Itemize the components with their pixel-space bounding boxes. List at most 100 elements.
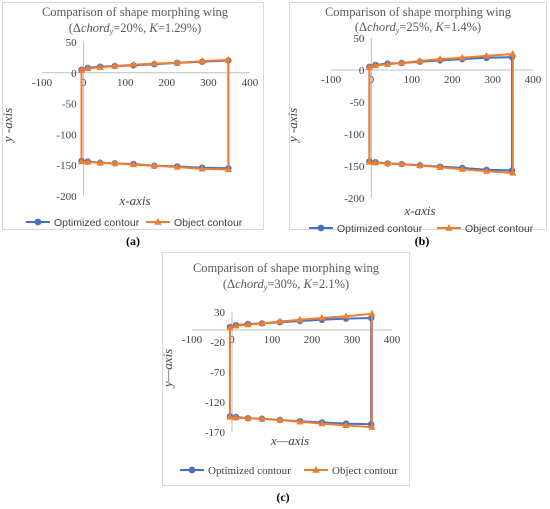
data-point-object — [96, 158, 104, 166]
data-point-object — [226, 413, 234, 420]
legend-label-optimized: Optimized contour — [54, 217, 140, 229]
data-point-object — [318, 314, 326, 321]
x-tick-label: 400 — [242, 77, 259, 89]
y-tick-label: 50 — [353, 33, 365, 45]
data-point-object — [318, 419, 326, 427]
data-point-object — [77, 66, 86, 73]
data-point-object — [436, 55, 444, 62]
legend-label-optimized: Optimized contour — [337, 223, 423, 235]
x-axis-title: x-axis — [403, 203, 435, 218]
legend-marker-optimized — [188, 466, 196, 474]
x-tick-label: 0 — [369, 74, 375, 86]
x-tick-label: 100 — [264, 334, 281, 346]
data-point-object — [398, 160, 406, 167]
legend-marker-object — [154, 218, 162, 225]
legend-label-object: Object contour — [174, 217, 243, 229]
data-point-object — [129, 160, 138, 168]
data-point-object — [296, 315, 304, 323]
x-tick-label: 400 — [525, 74, 542, 86]
data-point-object — [509, 50, 517, 57]
chart-panel-c: Comparison of shape morphing wing (Δchord… — [160, 250, 420, 509]
data-point-object — [84, 64, 92, 72]
data-point-object — [150, 59, 158, 67]
data-point-object — [371, 61, 380, 69]
chart-caption-a: (a) — [126, 234, 140, 248]
y-tick-label: -100 — [56, 129, 77, 141]
data-point-object — [276, 317, 284, 325]
x-tick-label: -100 — [182, 334, 203, 346]
x-tick-label: -100 — [32, 77, 53, 89]
y-tick-label: -50 — [350, 97, 365, 109]
y-tick-label: -200 — [56, 191, 77, 203]
y-tick-label: -20 — [210, 337, 225, 349]
x-tick-label: 200 — [304, 334, 321, 346]
data-point-object — [482, 167, 491, 174]
chart-title: Comparison of shape morphing wing — [325, 5, 512, 19]
data-point-object — [198, 57, 206, 64]
data-point-object — [365, 63, 373, 71]
data-point-object — [371, 158, 380, 166]
data-point-object — [111, 159, 119, 166]
data-point-object — [458, 53, 466, 61]
x-tick-label: 400 — [384, 334, 401, 346]
y-tick-label: 0 — [359, 65, 365, 77]
y-tick-label: -150 — [344, 161, 365, 173]
x-tick-label: 200 — [159, 77, 176, 89]
data-point-object — [129, 60, 138, 68]
y-tick-label: -170 — [205, 427, 226, 439]
data-point-object — [398, 58, 406, 66]
chart-caption-c: (c) — [276, 490, 290, 504]
chart-panel-a: Comparison of shape morphing wing (Δchord… — [0, 0, 275, 250]
legend-marker-object — [312, 466, 320, 473]
x-tick-label: 100 — [117, 77, 134, 89]
chart-caption-b: (b) — [414, 234, 430, 248]
x-tick-label: 0 — [229, 334, 235, 346]
x-axis-title: x—axis — [270, 433, 309, 448]
data-point-object — [232, 413, 240, 421]
data-point-object — [258, 414, 266, 422]
data-point-object — [173, 58, 181, 66]
data-point-object — [342, 312, 350, 319]
data-point-object — [416, 161, 424, 168]
data-point-object — [173, 163, 181, 170]
chart-subtitle: (Δchordy=20%, K=1.29%) — [69, 21, 202, 36]
x-tick-label: 300 — [344, 334, 361, 346]
data-point-object — [416, 57, 424, 64]
data-point-object — [77, 157, 86, 165]
data-point-object — [365, 158, 373, 165]
y-tick-label: 30 — [214, 307, 226, 319]
x-tick-label: 300 — [484, 74, 501, 86]
legend-marker-object — [445, 224, 453, 231]
y-tick-label: -120 — [205, 397, 226, 409]
x-axis-title: x-axis — [118, 193, 150, 208]
x-tick-label: 0 — [81, 77, 87, 89]
data-point-object — [232, 321, 240, 329]
y-tick-label: -50 — [62, 99, 77, 111]
data-point-object — [224, 165, 232, 173]
legend-label-object: Object contour — [332, 465, 398, 477]
chart-c: Comparison of shape morphing wing (Δchord… — [160, 261, 401, 477]
data-point-object — [509, 169, 517, 176]
data-point-object — [224, 55, 232, 63]
data-point-object — [368, 423, 376, 430]
y-tick-label: -100 — [344, 129, 365, 141]
data-point-object — [244, 320, 252, 328]
data-point-object — [244, 414, 252, 421]
data-point-object — [436, 163, 444, 170]
data-point-object — [198, 164, 206, 172]
y-tick-label: -150 — [56, 160, 77, 172]
data-point-object — [482, 51, 491, 59]
series-line-object — [229, 312, 373, 429]
chart-title: Comparison of shape morphing wing — [42, 5, 229, 19]
chart-subtitle: (Δchordy=30%, K=2.1%) — [223, 277, 349, 292]
data-point-object — [458, 165, 466, 172]
chart-panel-b: Comparison of shape morphing wing (Δchord… — [275, 0, 550, 250]
data-point-object — [383, 159, 392, 167]
chart-a: Comparison of shape morphing wing (Δchord… — [0, 5, 259, 229]
chart-frame-a — [2, 2, 264, 230]
x-tick-label: -100 — [321, 74, 342, 86]
y-axis-title: y -axis — [285, 108, 300, 144]
y-tick-label: 0 — [71, 68, 77, 80]
data-point-object — [383, 60, 392, 67]
x-tick-label: 100 — [404, 74, 421, 86]
